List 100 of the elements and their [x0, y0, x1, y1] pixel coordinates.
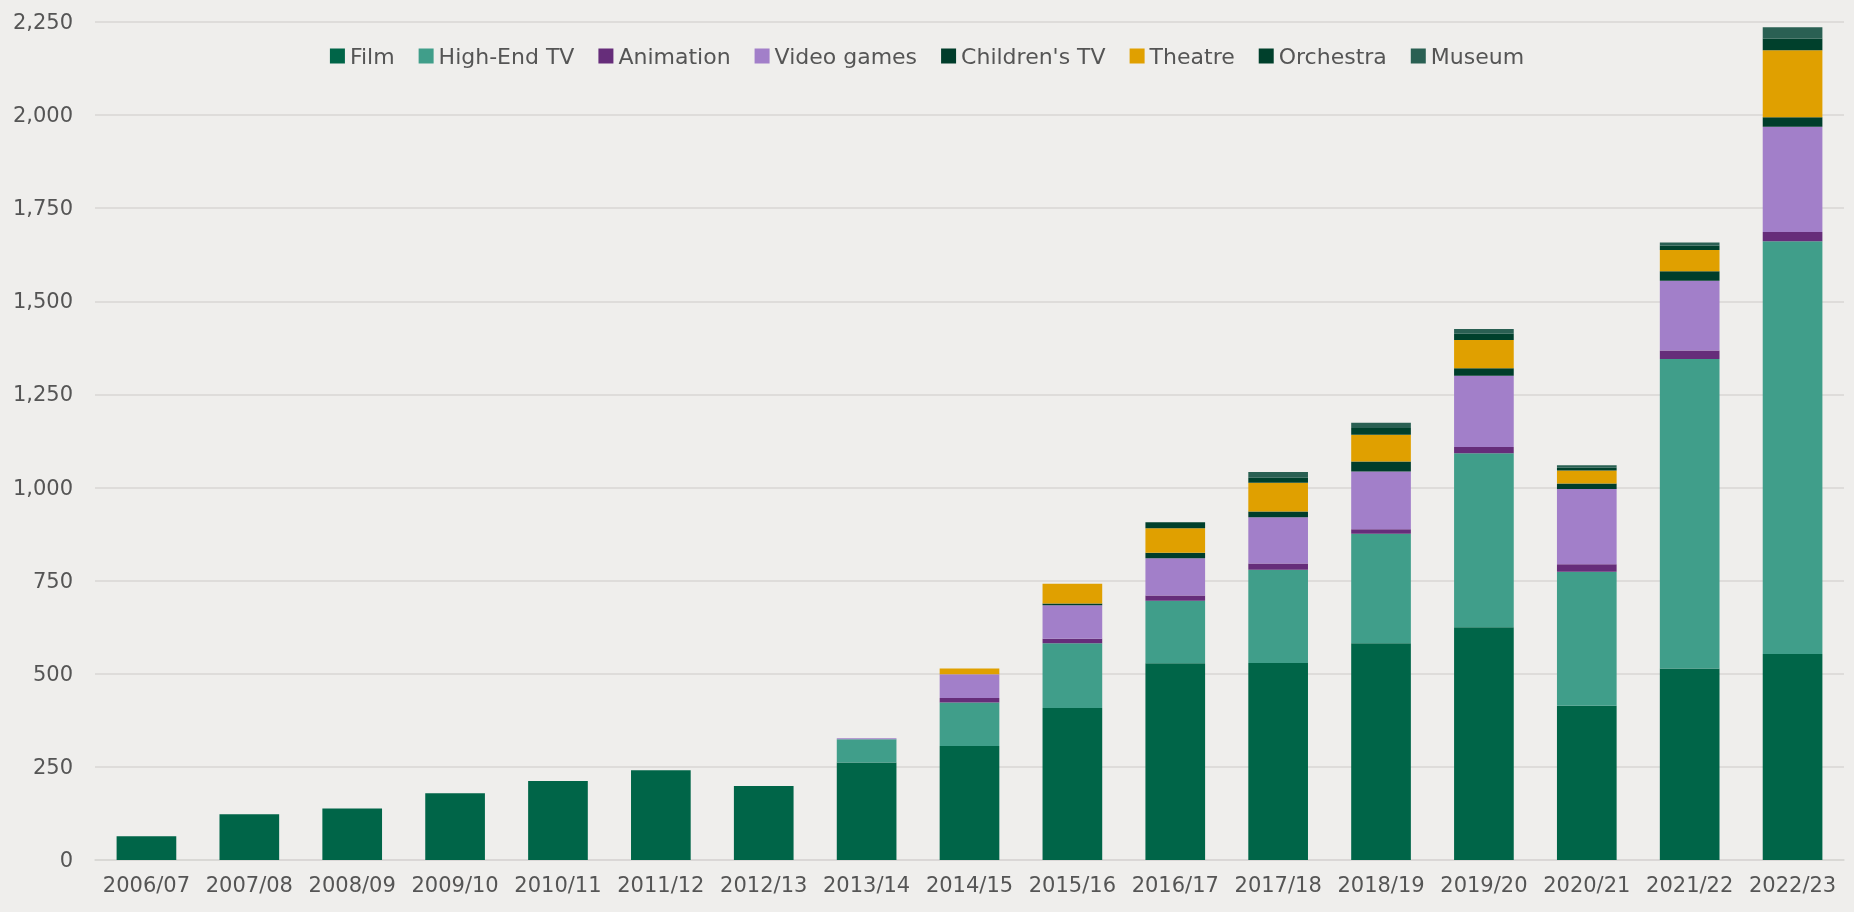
x-tick-label: 2016/17 — [1131, 872, 1219, 897]
x-tick-label: 2007/08 — [205, 872, 293, 897]
bar — [1248, 662, 1308, 860]
bar — [1145, 595, 1206, 601]
legend-label: Video games — [774, 43, 918, 69]
bar — [1556, 470, 1617, 484]
y-tick-label: 2,250 — [12, 10, 73, 34]
bar — [1556, 489, 1617, 565]
x-tick-label: 2012/13 — [720, 872, 808, 897]
legend-label: Film — [349, 43, 395, 69]
bar — [425, 793, 485, 860]
y-tick-label: 250 — [32, 754, 73, 779]
bar — [1659, 271, 1720, 281]
y-tick-label: 500 — [32, 661, 73, 686]
legend-label: High-End TV — [438, 43, 575, 69]
x-tick-label: 2018/19 — [1337, 872, 1425, 897]
bar — [1351, 461, 1411, 472]
bar — [1454, 368, 1514, 376]
x-tick-label: 2008/09 — [308, 872, 396, 897]
bar — [1762, 117, 1823, 127]
bar — [1351, 471, 1411, 530]
bar — [1659, 668, 1720, 860]
bar — [1145, 522, 1206, 529]
bar — [322, 808, 383, 860]
bar — [1351, 533, 1411, 644]
bar — [1248, 517, 1308, 564]
bar — [1145, 663, 1206, 860]
bar — [1145, 558, 1206, 596]
x-tick-label: 2010/11 — [514, 872, 602, 897]
bar — [1248, 471, 1308, 478]
x-tick-label: 2019/20 — [1440, 872, 1528, 897]
y-tick-label: 1,000 — [12, 475, 73, 500]
bar — [1659, 280, 1720, 351]
bar — [1454, 375, 1514, 447]
bar — [1454, 453, 1514, 628]
bar — [1145, 528, 1206, 553]
bar — [1454, 328, 1514, 334]
bar — [1042, 708, 1103, 860]
bar — [939, 674, 1000, 698]
bar — [1145, 552, 1206, 559]
x-tick-label: 2013/14 — [822, 872, 911, 897]
bar — [939, 702, 1000, 747]
bar — [1454, 333, 1514, 341]
bar — [1351, 643, 1411, 860]
bar — [939, 746, 1000, 860]
x-tick-label: 2022/23 — [1748, 872, 1837, 897]
bar — [1248, 563, 1308, 570]
bar — [1556, 571, 1617, 706]
bar — [1042, 643, 1103, 709]
y-tick-label: 0 — [59, 848, 73, 872]
x-tick-label: 2011/12 — [617, 872, 705, 897]
bar — [1351, 422, 1411, 428]
bar — [1762, 27, 1823, 39]
bar — [1351, 529, 1411, 534]
bar — [1556, 564, 1617, 572]
bar — [733, 785, 794, 860]
x-tick-label: 2014/15 — [925, 872, 1014, 897]
y-tick-label: 750 — [32, 568, 73, 593]
bar — [1248, 477, 1308, 483]
bar — [1351, 427, 1411, 435]
bar — [1454, 340, 1514, 369]
legend-label: Orchestra — [1278, 43, 1387, 69]
legend-label: Children's TV — [961, 43, 1106, 69]
bar — [1762, 232, 1823, 242]
x-tick-label: 2017/18 — [1234, 872, 1322, 897]
bar — [631, 770, 691, 860]
y-tick-label: 1,250 — [12, 382, 73, 407]
bar — [1762, 50, 1823, 118]
y-tick-label: 1,750 — [12, 196, 73, 221]
x-tick-label: 2021/22 — [1646, 872, 1734, 897]
bar — [1659, 242, 1720, 246]
x-tick-label: 2009/10 — [411, 872, 499, 897]
x-tick-label: 2015/16 — [1028, 872, 1117, 897]
x-tick-label: 2020/21 — [1543, 872, 1631, 897]
bar — [1659, 350, 1720, 360]
bar — [1556, 705, 1617, 860]
bar — [1762, 241, 1823, 655]
bar — [836, 739, 897, 763]
bar — [1454, 627, 1514, 860]
y-tick-label: 1,500 — [12, 289, 73, 314]
bar — [836, 762, 897, 860]
legend-label: Museum — [1430, 43, 1525, 69]
bar — [1248, 569, 1308, 663]
bar — [1248, 511, 1308, 518]
bar — [1659, 245, 1720, 250]
bar — [1762, 654, 1823, 860]
x-tick-label: 2006/07 — [102, 872, 191, 897]
legend-label: Theatre — [1148, 43, 1235, 69]
bar — [1042, 583, 1103, 604]
bar — [1454, 446, 1514, 454]
bar — [1659, 359, 1720, 669]
bar — [1248, 482, 1308, 512]
bar — [1556, 483, 1617, 490]
bar — [219, 814, 280, 860]
bar — [1042, 605, 1103, 639]
bar — [528, 781, 588, 860]
legend-label: Animation — [618, 43, 731, 69]
bar — [116, 836, 177, 860]
bar — [1762, 126, 1823, 233]
bar — [1351, 434, 1411, 462]
